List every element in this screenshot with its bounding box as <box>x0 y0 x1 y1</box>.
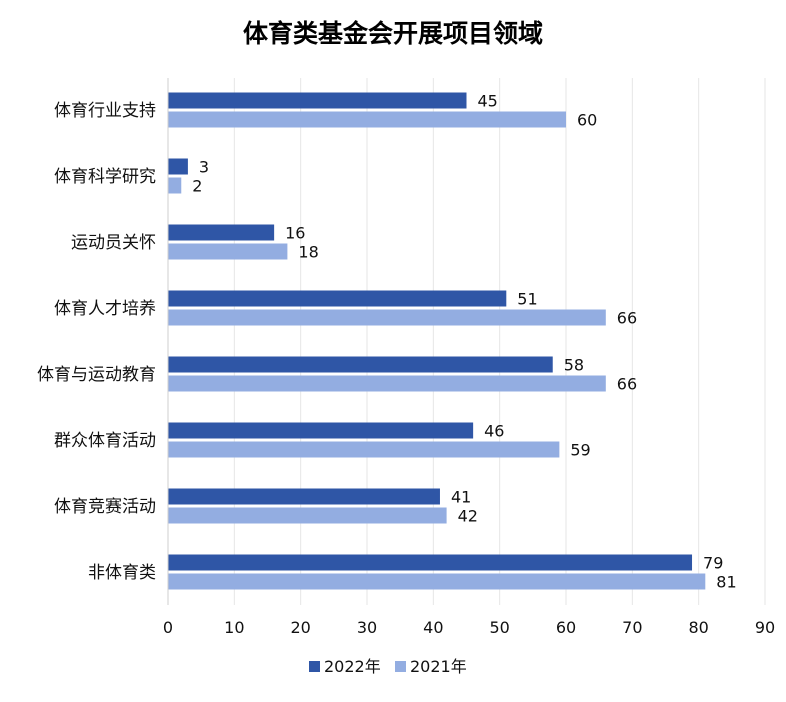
x-tick-label: 0 <box>163 618 173 637</box>
bar <box>168 488 440 505</box>
category-label: 体育竞赛活动 <box>54 496 156 517</box>
legend-swatch <box>395 661 406 672</box>
category-label: 体育行业支持 <box>54 101 156 121</box>
bar <box>168 573 706 590</box>
data-label: 59 <box>570 441 590 460</box>
x-tick-label: 80 <box>688 618 708 637</box>
data-label: 45 <box>478 92 498 111</box>
category-label: 体育人才培养 <box>54 299 156 319</box>
data-label: 66 <box>617 309 637 328</box>
bar <box>168 356 553 373</box>
x-tick-label: 50 <box>489 618 509 637</box>
x-tick-label: 30 <box>357 618 377 637</box>
x-tick-label: 20 <box>290 618 310 637</box>
chart-title: 体育类基金会开展项目领域 <box>242 19 543 48</box>
data-label: 60 <box>577 111 597 130</box>
data-label: 81 <box>716 573 736 592</box>
data-label: 46 <box>484 422 504 441</box>
category-label: 运动员关怀 <box>71 233 156 253</box>
bar <box>168 375 606 392</box>
data-label: 42 <box>458 507 478 526</box>
data-label: 2 <box>192 177 202 196</box>
data-label: 51 <box>517 290 537 309</box>
data-label: 18 <box>298 243 318 262</box>
bar <box>168 243 288 260</box>
data-label: 41 <box>451 488 471 507</box>
category-label: 体育与运动教育 <box>37 365 156 385</box>
bar <box>168 290 507 307</box>
data-label: 66 <box>617 375 637 394</box>
bar <box>168 441 560 458</box>
bar <box>168 554 693 571</box>
data-label: 16 <box>285 224 305 243</box>
legend-label: 2021年 <box>410 657 467 676</box>
bar <box>168 422 474 439</box>
data-label: 79 <box>703 554 723 573</box>
bar <box>168 507 447 524</box>
legend-label: 2022年 <box>324 657 381 676</box>
bar <box>168 92 467 109</box>
x-tick-label: 90 <box>755 618 775 637</box>
legend-swatch <box>309 661 320 672</box>
bar <box>168 111 566 128</box>
x-tick-label: 10 <box>224 618 244 637</box>
category-label: 体育科学研究 <box>54 167 156 187</box>
data-label: 58 <box>564 356 584 375</box>
x-tick-label: 60 <box>556 618 576 637</box>
category-label: 群众体育活动 <box>54 431 156 451</box>
bar <box>168 177 182 194</box>
data-label: 3 <box>199 158 209 177</box>
bar <box>168 224 275 241</box>
category-label: 非体育类 <box>88 563 156 583</box>
bar <box>168 158 188 175</box>
bar <box>168 309 606 326</box>
x-tick-label: 70 <box>622 618 642 637</box>
x-tick-label: 40 <box>423 618 443 637</box>
